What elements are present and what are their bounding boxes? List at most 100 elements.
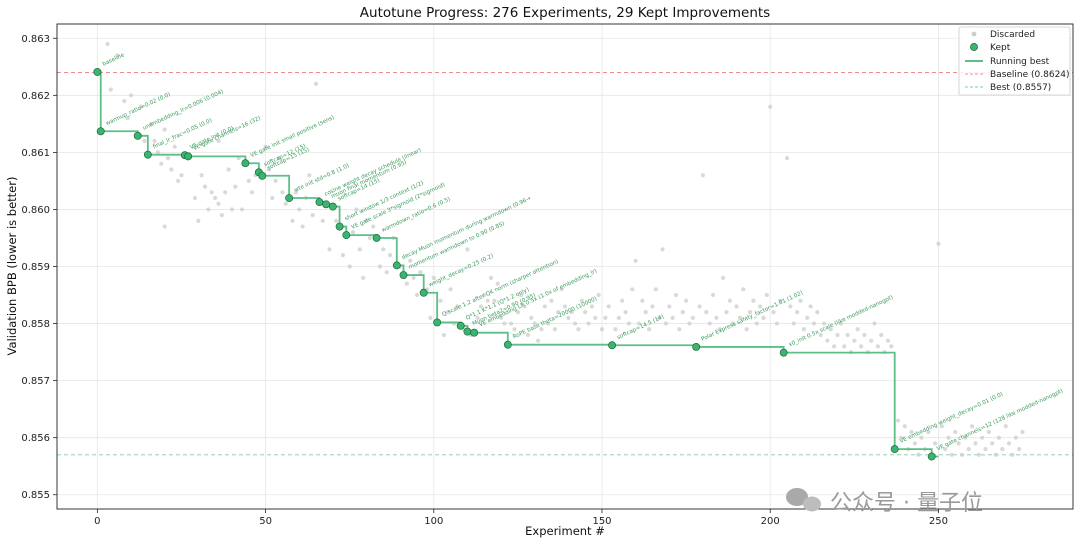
discarded-point bbox=[115, 53, 120, 58]
discarded-point bbox=[354, 207, 359, 212]
discarded-point bbox=[320, 218, 325, 223]
kept-point bbox=[184, 152, 193, 161]
discarded-point bbox=[687, 321, 692, 326]
legend: Discarded Kept Running best Baseline (0.… bbox=[958, 26, 1071, 96]
discarded-point bbox=[721, 275, 726, 281]
discarded-point bbox=[835, 332, 840, 338]
discarded-point bbox=[381, 247, 386, 252]
discarded-point bbox=[293, 190, 298, 195]
discarded-point bbox=[542, 304, 547, 309]
discarded-point bbox=[858, 344, 864, 349]
legend-box bbox=[958, 26, 1071, 96]
discarded-point bbox=[788, 304, 793, 309]
kept-annotation: VE embedding LR 0.5x (1.0x of embedding_… bbox=[478, 268, 598, 328]
discarded-point bbox=[657, 315, 662, 320]
discarded-point bbox=[791, 321, 796, 326]
discarded-point bbox=[283, 201, 288, 206]
discarded-point bbox=[623, 310, 628, 315]
kept-point bbox=[463, 327, 472, 336]
discarded-point bbox=[778, 298, 783, 303]
discarded-point bbox=[276, 155, 282, 161]
discarded-point bbox=[465, 247, 470, 252]
discarded-point bbox=[626, 321, 632, 326]
discarded-point bbox=[875, 344, 880, 349]
discarded-point bbox=[980, 435, 985, 440]
discarded-point bbox=[815, 310, 820, 315]
discarded-point bbox=[482, 292, 487, 298]
discarded-point bbox=[620, 298, 625, 303]
kept-point bbox=[692, 343, 701, 351]
discarded-point bbox=[438, 298, 443, 303]
discarded-point bbox=[680, 310, 685, 315]
discarded-point bbox=[176, 178, 181, 184]
legend-kept: Kept bbox=[990, 43, 1011, 53]
discarded-point bbox=[926, 429, 931, 435]
reference-lines bbox=[57, 72, 1073, 456]
discarded-point bbox=[105, 41, 110, 47]
discarded-point bbox=[404, 281, 409, 286]
discarded-point bbox=[842, 344, 847, 349]
discarded-point bbox=[270, 195, 275, 201]
discarded-point bbox=[361, 275, 366, 281]
kept-annotation: decay Muon momentum during warmdown (0.9… bbox=[401, 196, 532, 261]
discarded-point bbox=[684, 298, 689, 303]
discarded-points bbox=[105, 41, 1025, 457]
discarded-point bbox=[263, 144, 268, 149]
kept-annotation: baseline bbox=[102, 52, 126, 68]
discarded-point bbox=[266, 167, 272, 172]
discarded-point bbox=[589, 304, 595, 309]
discarded-point bbox=[697, 304, 702, 309]
discarded-point bbox=[475, 315, 480, 320]
discarded-point bbox=[852, 338, 857, 343]
discarded-point bbox=[199, 173, 204, 178]
wechat-icon bbox=[786, 488, 808, 506]
discarded-point bbox=[690, 315, 695, 320]
discarded-point bbox=[966, 446, 971, 452]
discarded-point bbox=[872, 321, 877, 326]
discarded-point bbox=[818, 332, 823, 338]
discarded-point bbox=[273, 178, 278, 184]
discarded-point bbox=[149, 121, 154, 126]
discarded-point bbox=[1010, 452, 1015, 457]
discarded-point bbox=[384, 270, 389, 275]
kept-annotation: softcap=14.5 (14) bbox=[616, 314, 665, 341]
discarded-point bbox=[885, 338, 891, 343]
discarded-point bbox=[223, 190, 228, 195]
kept-annotation: weight_decay=0.25 (0.2) bbox=[428, 253, 495, 288]
discarded-point bbox=[142, 138, 147, 144]
discarded-point bbox=[572, 321, 578, 326]
wechat-icon-small bbox=[803, 496, 821, 512]
discarded-point bbox=[838, 321, 843, 326]
discarded-point bbox=[869, 338, 874, 343]
kept-point bbox=[322, 200, 331, 209]
grid bbox=[57, 24, 1073, 509]
discarded-point bbox=[559, 287, 564, 292]
discarded-point bbox=[165, 155, 171, 161]
discarded-point bbox=[340, 252, 346, 258]
x-tick-label: 200 bbox=[761, 516, 780, 527]
discarded-point bbox=[811, 321, 817, 326]
discarded-point bbox=[364, 218, 369, 223]
kept-annotation: x0_init 0.5x scale (like modded-nanogpt) bbox=[788, 295, 894, 349]
discarded-point bbox=[650, 304, 655, 309]
discarded-point bbox=[108, 87, 113, 92]
y-tick-label: 0.859 bbox=[21, 262, 50, 273]
discarded-point bbox=[125, 116, 130, 121]
kept-point bbox=[133, 131, 142, 140]
discarded-point bbox=[731, 321, 736, 326]
discarded-point bbox=[949, 452, 954, 457]
kept-point bbox=[503, 340, 512, 349]
discarded-point bbox=[956, 441, 961, 446]
discarded-point bbox=[209, 190, 214, 195]
discarded-point bbox=[758, 304, 763, 309]
discarded-point bbox=[764, 292, 769, 298]
discarded-point bbox=[448, 287, 453, 292]
legend-kept-marker bbox=[970, 43, 978, 51]
discarded-point bbox=[825, 338, 830, 343]
discarded-point bbox=[522, 304, 527, 309]
kept-point bbox=[927, 452, 936, 461]
discarded-point bbox=[408, 258, 413, 263]
discarded-point bbox=[808, 304, 813, 309]
discarded-point bbox=[845, 332, 850, 338]
discarded-point bbox=[613, 327, 618, 332]
